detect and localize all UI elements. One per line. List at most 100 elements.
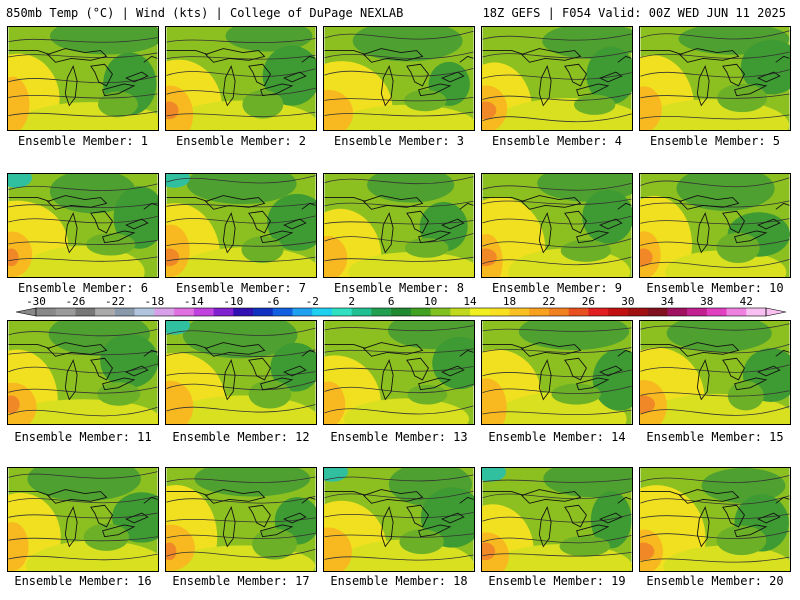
colorbar-segment — [410, 308, 431, 316]
ensemble-member-map — [639, 26, 791, 131]
ensemble-member-label: Ensemble Member: 2 — [175, 134, 307, 148]
ensemble-member-label: Ensemble Member: 15 — [646, 430, 784, 444]
colorbar-segment — [627, 308, 648, 316]
ensemble-member-map — [323, 467, 475, 572]
colorbar-segment — [568, 308, 589, 316]
model-run-info: 18Z GEFS | F054 Valid: 00Z WED JUN 11 20… — [482, 6, 786, 20]
colorbar-tick-label: -18 — [144, 295, 164, 308]
colorbar-tick-label: 2 — [348, 295, 355, 308]
colorbar-segment — [36, 308, 57, 316]
ensemble-member-label: Ensemble Member: 3 — [333, 134, 465, 148]
ensemble-member-map — [481, 173, 633, 278]
ensemble-member-label: Ensemble Member: 14 — [488, 430, 626, 444]
temperature-colorbar: -30 -26 -22 -18 -14 -10 -6 -2 2 6 10 14 18 22 26 30 34 38… — [15, 295, 787, 317]
colorbar-tick-label: 6 — [388, 295, 395, 308]
colorbar-segment — [253, 308, 274, 316]
ensemble-member-map — [7, 320, 159, 425]
ensemble-member-label: Ensemble Member: 10 — [646, 281, 784, 295]
colorbar-segment — [154, 308, 175, 316]
ensemble-member-label: Ensemble Member: 18 — [330, 574, 468, 588]
colorbar-segment — [470, 308, 491, 316]
ensemble-member-label: Ensemble Member: 7 — [175, 281, 307, 295]
colorbar-segment — [608, 308, 629, 316]
ensemble-member-map — [481, 320, 633, 425]
colorbar-tick-label: -30 — [26, 295, 46, 308]
ensemble-member-label: Ensemble Member: 4 — [491, 134, 623, 148]
colorbar-right-arrow — [765, 307, 787, 317]
ensemble-member-map — [639, 467, 791, 572]
colorbar-segment — [174, 308, 195, 316]
ensemble-member-map — [7, 26, 159, 131]
colorbar-tick-label: 10 — [424, 295, 437, 308]
ensemble-member-label: Ensemble Member: 13 — [330, 430, 468, 444]
colorbar-tick-label: 22 — [542, 295, 555, 308]
colorbar-tick-label: -14 — [184, 295, 204, 308]
colorbar-segment — [95, 308, 116, 316]
ensemble-member-map — [639, 320, 791, 425]
colorbar-segment — [706, 308, 727, 316]
ensemble-member-map — [481, 467, 633, 572]
colorbar-segment — [134, 308, 155, 316]
colorbar-segment — [746, 308, 767, 316]
colorbar-segment — [312, 308, 333, 316]
colorbar-tick-label: 34 — [661, 295, 675, 308]
ensemble-member-label: Ensemble Member: 12 — [172, 430, 310, 444]
colorbar-segment — [292, 308, 313, 316]
colorbar-segment — [331, 308, 352, 316]
colorbar-tick-label: 42 — [740, 295, 753, 308]
ensemble-member-label: Ensemble Member: 17 — [172, 574, 310, 588]
ensemble-member-label: Ensemble Member: 9 — [491, 281, 623, 295]
map-title: 850mb Temp (°C) | Wind (kts) | College o… — [6, 6, 404, 20]
colorbar-tick-label: 30 — [621, 295, 634, 308]
colorbar-tick-label: -10 — [223, 295, 243, 308]
colorbar-segment — [588, 308, 609, 316]
ensemble-member-map — [323, 320, 475, 425]
colorbar-tick-label: -22 — [105, 295, 125, 308]
colorbar-segment — [233, 308, 254, 316]
ensemble-member-label: Ensemble Member: 6 — [17, 281, 149, 295]
ensemble-member-map — [165, 26, 317, 131]
colorbar-segment — [351, 308, 372, 316]
colorbar-segment — [509, 308, 530, 316]
colorbar-tick-label: -26 — [66, 295, 86, 308]
ensemble-member-label: Ensemble Member: 5 — [649, 134, 781, 148]
ensemble-member-map — [323, 26, 475, 131]
ensemble-member-map — [165, 467, 317, 572]
colorbar-segment — [726, 308, 747, 316]
ensemble-member-label: Ensemble Member: 1 — [17, 134, 149, 148]
colorbar-segment — [55, 308, 76, 316]
ensemble-member-label: Ensemble Member: 19 — [488, 574, 626, 588]
colorbar-segment — [687, 308, 708, 316]
colorbar-segment — [489, 308, 510, 316]
ensemble-member-map — [639, 173, 791, 278]
ensemble-member-map — [165, 173, 317, 278]
ensemble-member-map — [7, 173, 159, 278]
colorbar-segment — [114, 308, 135, 316]
colorbar-segment — [371, 308, 392, 316]
colorbar-segment — [193, 308, 214, 316]
colorbar-tick-label: 38 — [700, 295, 713, 308]
ensemble-member-map — [165, 320, 317, 425]
ensemble-member-label: Ensemble Member: 16 — [14, 574, 152, 588]
ensemble-member-map — [7, 467, 159, 572]
colorbar-tick-label: -6 — [266, 295, 279, 308]
colorbar-segment — [272, 308, 293, 316]
colorbar-segment — [75, 308, 96, 316]
colorbar-left-arrow — [15, 307, 37, 317]
ensemble-member-label: Ensemble Member: 11 — [14, 430, 152, 444]
colorbar-tick-label: -2 — [306, 295, 319, 308]
colorbar-frame — [35, 307, 767, 317]
colorbar-segment — [213, 308, 234, 316]
colorbar-segment — [450, 308, 471, 316]
colorbar-tick-label: 18 — [503, 295, 516, 308]
colorbar-tick-label: 14 — [463, 295, 477, 308]
colorbar-segment — [430, 308, 451, 316]
colorbar-segment — [391, 308, 412, 316]
ensemble-member-label: Ensemble Member: 20 — [646, 574, 784, 588]
ensemble-member-map — [481, 26, 633, 131]
ensemble-member-label: Ensemble Member: 8 — [333, 281, 465, 295]
colorbar-tick-label: 26 — [582, 295, 595, 308]
colorbar-segment — [647, 308, 668, 316]
ensemble-member-map — [323, 173, 475, 278]
colorbar-segment — [548, 308, 570, 316]
